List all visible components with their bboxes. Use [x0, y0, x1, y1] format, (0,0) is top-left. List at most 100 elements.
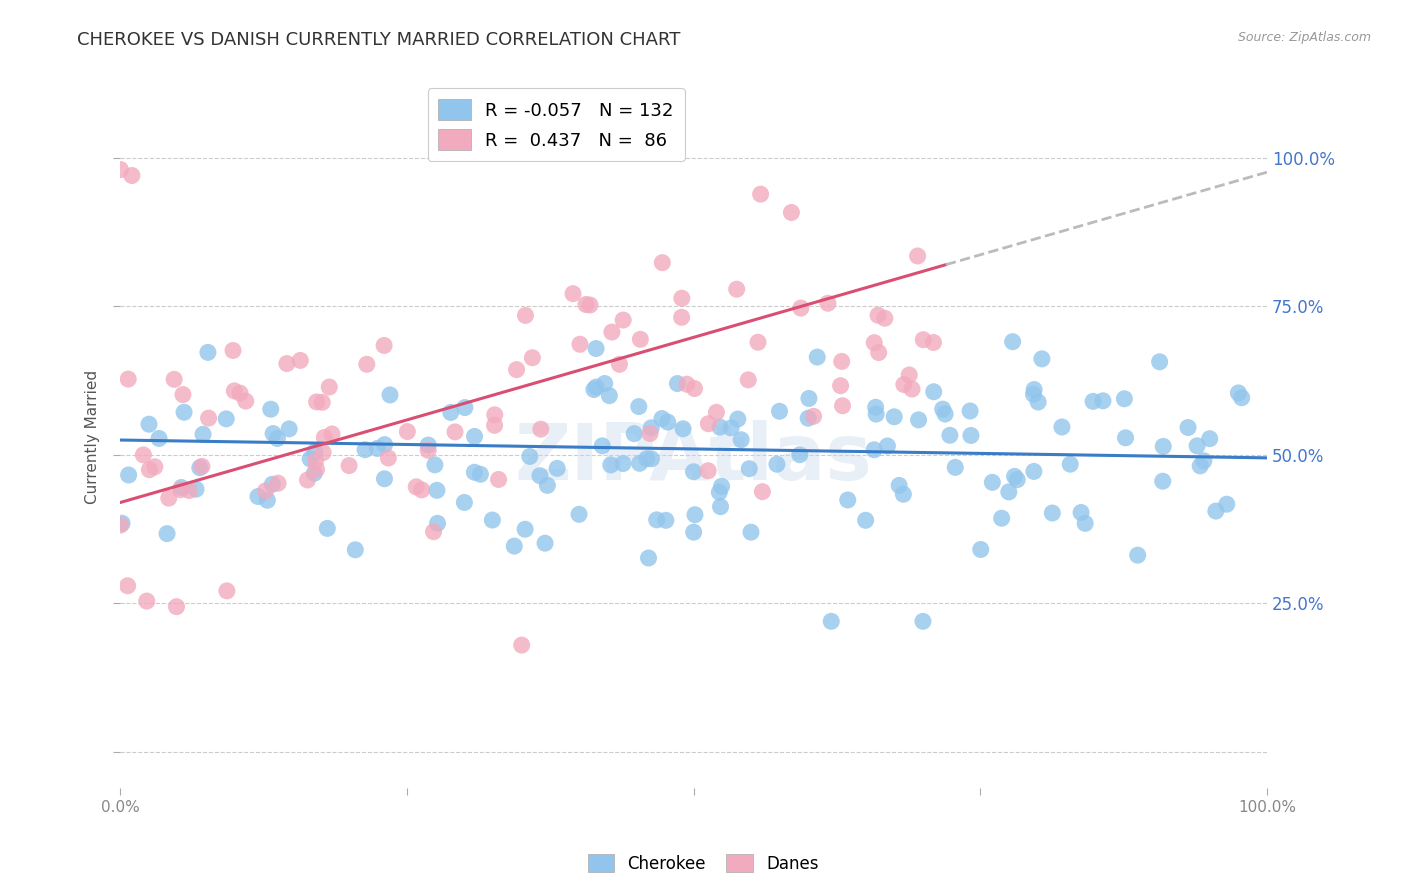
Point	[247, 490, 270, 504]
Point	[304, 445, 326, 459]
Point	[797, 392, 820, 406]
Point	[749, 187, 772, 202]
Point	[337, 458, 360, 473]
Point	[224, 384, 246, 398]
Point	[110, 162, 132, 177]
Point	[907, 413, 929, 427]
Point	[671, 291, 693, 305]
Point	[682, 525, 704, 540]
Point	[366, 442, 388, 456]
Point	[373, 472, 395, 486]
Point	[666, 376, 689, 391]
Point	[418, 443, 440, 458]
Point	[215, 412, 238, 426]
Point	[640, 421, 662, 435]
Point	[453, 495, 475, 509]
Point	[481, 513, 503, 527]
Point	[235, 394, 257, 409]
Text: CHEROKEE VS DANISH CURRENTLY MARRIED CORRELATION CHART: CHEROKEE VS DANISH CURRENTLY MARRIED COR…	[77, 31, 681, 49]
Point	[256, 493, 278, 508]
Point	[297, 473, 319, 487]
Point	[1040, 506, 1063, 520]
Point	[901, 382, 924, 396]
Point	[582, 383, 605, 397]
Legend: R = -0.057   N = 132, R =  0.437   N =  86: R = -0.057 N = 132, R = 0.437 N = 86	[427, 88, 685, 161]
Point	[267, 476, 290, 491]
Text: Source: ZipAtlas.com: Source: ZipAtlas.com	[1237, 31, 1371, 45]
Point	[876, 439, 898, 453]
Point	[305, 395, 328, 409]
Point	[831, 399, 853, 413]
Point	[172, 387, 194, 401]
Point	[312, 445, 335, 459]
Point	[1070, 506, 1092, 520]
Point	[534, 536, 557, 550]
Point	[515, 309, 537, 323]
Point	[197, 411, 219, 425]
Point	[290, 353, 312, 368]
Point	[640, 451, 662, 466]
Point	[981, 475, 1004, 490]
Point	[179, 483, 201, 498]
Point	[111, 516, 134, 531]
Point	[546, 461, 568, 475]
Point	[855, 513, 877, 527]
Point	[184, 482, 207, 496]
Point	[254, 483, 277, 498]
Point	[934, 407, 956, 421]
Point	[229, 386, 252, 401]
Point	[426, 516, 449, 531]
Point	[463, 465, 485, 479]
Point	[710, 479, 733, 493]
Point	[893, 377, 915, 392]
Point	[998, 484, 1021, 499]
Point	[138, 417, 160, 432]
Point	[1001, 334, 1024, 349]
Point	[1149, 355, 1171, 369]
Point	[464, 429, 486, 443]
Point	[1185, 439, 1208, 453]
Point	[132, 448, 155, 462]
Point	[697, 417, 720, 431]
Point	[166, 599, 188, 614]
Point	[657, 415, 679, 429]
Point	[651, 411, 673, 425]
Point	[817, 296, 839, 310]
Point	[170, 481, 193, 495]
Point	[423, 458, 446, 472]
Point	[163, 372, 186, 386]
Point	[1126, 548, 1149, 562]
Point	[522, 351, 544, 365]
Point	[503, 539, 526, 553]
Point	[730, 433, 752, 447]
Point	[304, 467, 326, 481]
Point	[519, 450, 541, 464]
Point	[638, 426, 661, 441]
Point	[197, 345, 219, 359]
Point	[530, 422, 553, 436]
Point	[173, 405, 195, 419]
Point	[709, 420, 731, 434]
Point	[117, 579, 139, 593]
Point	[725, 282, 748, 296]
Point	[766, 457, 789, 471]
Point	[628, 332, 651, 346]
Point	[682, 465, 704, 479]
Point	[304, 454, 326, 468]
Point	[593, 376, 616, 391]
Point	[110, 518, 132, 533]
Point	[513, 522, 536, 536]
Point	[1022, 387, 1045, 401]
Point	[709, 485, 731, 500]
Point	[943, 460, 966, 475]
Point	[599, 458, 621, 472]
Point	[1004, 469, 1026, 483]
Point	[377, 450, 399, 465]
Point	[866, 308, 889, 322]
Point	[600, 325, 623, 339]
Legend: Cherokee, Danes: Cherokee, Danes	[581, 847, 825, 880]
Point	[1115, 431, 1137, 445]
Point	[623, 426, 645, 441]
Point	[156, 526, 179, 541]
Point	[1074, 516, 1097, 531]
